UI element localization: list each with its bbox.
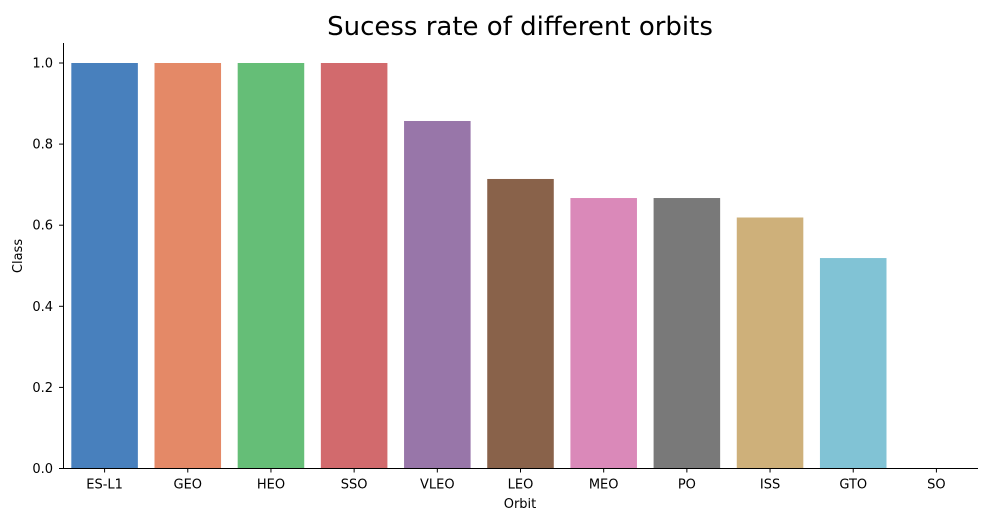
bar-gto [819, 258, 887, 469]
x-tick-label: VLEO [420, 478, 455, 493]
bar-meo [570, 198, 637, 469]
bar-iss [736, 217, 804, 469]
chart-title: Sucess rate of different orbits [327, 12, 713, 42]
x-tick-label: GTO [839, 478, 867, 493]
y-axis-ticks: 0.0 0.2 0.4 0.6 0.8 1.0 [32, 57, 63, 477]
bars-group [71, 63, 887, 469]
y-tick-label: 1.0 [32, 57, 53, 72]
x-tick-label: SSO [341, 478, 368, 493]
x-tick-label: SO [927, 478, 945, 493]
x-axis-label: Orbit [504, 497, 537, 512]
bar-es-l1 [71, 63, 138, 469]
y-tick-label: 0.6 [32, 219, 53, 234]
bar-sso [320, 63, 388, 469]
x-tick-label: HEO [257, 478, 285, 493]
x-tick-label: LEO [508, 478, 534, 493]
x-tick-label: PO [678, 478, 696, 493]
bar-po [653, 198, 721, 469]
x-tick-label: MEO [589, 478, 619, 493]
bar-leo [487, 178, 554, 469]
y-tick-label: 0.0 [32, 462, 53, 477]
bar-geo [154, 63, 222, 469]
y-tick-label: 0.8 [32, 138, 53, 153]
bar-heo [237, 63, 305, 469]
x-tick-label: ISS [760, 478, 780, 493]
x-axis-ticks: ES-L1 GEO HEO SSO VLEO LEO MEO PO ISS GTO SO [86, 468, 946, 493]
x-tick-label: ES-L1 [86, 478, 123, 493]
y-tick-label: 0.4 [32, 300, 53, 315]
y-axis-label: Class [11, 239, 26, 273]
bar-vleo [404, 120, 471, 469]
x-tick-label: GEO [174, 478, 203, 493]
y-tick-label: 0.2 [32, 381, 53, 396]
